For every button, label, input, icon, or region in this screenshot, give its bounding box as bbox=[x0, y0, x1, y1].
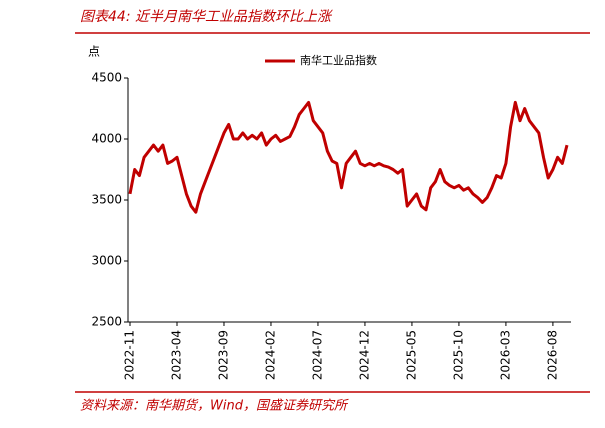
x-tick-label: 2024-07 bbox=[310, 330, 324, 380]
chart-title: 图表44: 近半月南华工业品指数环比上涨 bbox=[80, 9, 333, 25]
y-tick-label: 3500 bbox=[91, 193, 122, 207]
data-line bbox=[128, 100, 569, 214]
x-tick-label: 2023-09 bbox=[216, 330, 230, 380]
y-tick-label: 4500 bbox=[91, 71, 122, 85]
y-tick-label: 4000 bbox=[91, 132, 122, 146]
x-tick-label: 2024-12 bbox=[357, 330, 371, 380]
x-tick-label: 2025-05 bbox=[404, 330, 418, 380]
x-tick-label: 2026-03 bbox=[498, 330, 512, 380]
x-tick-label: 2024-02 bbox=[263, 330, 277, 380]
x-tick-label: 2025-10 bbox=[451, 330, 465, 380]
y-tick-label: 3000 bbox=[91, 254, 122, 268]
source-note: 资料来源：南华期货，Wind，国盛证券研究所 bbox=[80, 398, 349, 414]
legend-label: 南华工业品指数 bbox=[300, 53, 377, 67]
y-tick-label: 2500 bbox=[91, 315, 122, 329]
x-tick-label: 2022-11 bbox=[123, 330, 137, 380]
x-tick-label: 2023-04 bbox=[169, 330, 183, 380]
x-tick-label: 2026-08 bbox=[545, 330, 559, 380]
y-axis-label: 点 bbox=[88, 45, 100, 59]
